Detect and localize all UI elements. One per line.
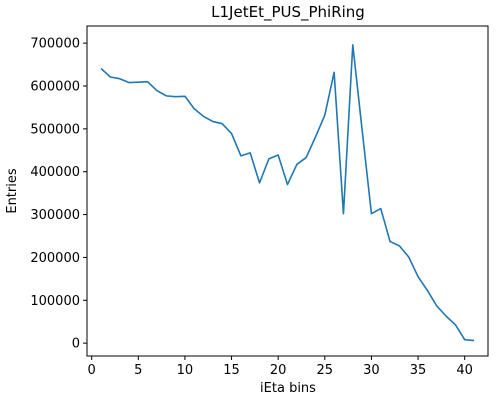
data-points	[99, 43, 475, 342]
data-point	[407, 256, 410, 259]
data-point	[370, 212, 373, 215]
plot-area	[86, 25, 489, 357]
data-point	[267, 157, 270, 160]
data-point	[249, 151, 252, 154]
data-point	[109, 76, 112, 79]
data-point	[342, 212, 345, 215]
x-axis: 0 5 10 15 20 25 30 35 40	[88, 356, 473, 378]
y-tick-label: 200000	[30, 251, 80, 266]
data-point	[230, 132, 233, 135]
data-point	[351, 43, 354, 46]
x-tick-label: 10	[177, 363, 194, 378]
data-point	[118, 77, 121, 80]
data-point	[211, 120, 214, 123]
data-point	[183, 95, 186, 98]
data-point	[193, 107, 196, 110]
y-tick-label: 100000	[30, 294, 80, 309]
data-point	[174, 95, 177, 98]
data-point	[389, 240, 392, 243]
data-point	[277, 154, 280, 157]
data-point	[398, 244, 401, 247]
data-point	[417, 275, 420, 278]
data-point	[314, 136, 317, 139]
data-point	[333, 71, 336, 74]
data-point	[323, 114, 326, 117]
y-tick-label: 300000	[30, 208, 80, 223]
data-point	[286, 183, 289, 186]
data-point	[435, 304, 438, 307]
y-tick-label: 600000	[30, 80, 80, 95]
y-axis: 0 100000 200000 300000 400000 500000 600000 700…	[30, 37, 87, 352]
data-point	[99, 67, 102, 70]
x-tick-label: 30	[363, 363, 380, 378]
x-tick-label: 20	[270, 363, 287, 378]
data-point	[137, 81, 140, 84]
x-tick-label: 25	[317, 363, 334, 378]
data-point	[155, 89, 158, 92]
data-point	[305, 156, 308, 159]
data-point	[426, 289, 429, 292]
x-axis-label: iEta bins	[260, 381, 316, 396]
data-point	[463, 338, 466, 341]
y-tick-label: 500000	[30, 122, 80, 137]
data-point	[258, 181, 261, 184]
data-point	[473, 339, 476, 342]
y-axis-label: Entries	[5, 168, 20, 214]
y-tick-label: 400000	[30, 165, 80, 180]
series-line	[100, 44, 475, 342]
data-point	[295, 163, 298, 166]
data-point	[165, 94, 168, 97]
data-point	[361, 128, 364, 131]
chart-title: L1JetEt_PUS_PhiRing	[211, 3, 365, 22]
data-point	[202, 115, 205, 118]
data-point	[445, 315, 448, 318]
x-tick-label: 0	[88, 363, 96, 378]
x-tick-label: 15	[223, 363, 240, 378]
y-tick-label: 700000	[30, 37, 80, 52]
x-tick-label: 35	[410, 363, 427, 378]
data-point	[239, 154, 242, 157]
data-point	[146, 80, 149, 83]
data-point	[221, 122, 224, 125]
x-tick-label: 40	[456, 363, 473, 378]
x-tick-label: 5	[134, 363, 142, 378]
data-point	[127, 81, 130, 84]
data-point	[379, 207, 382, 210]
y-tick-label: 0	[72, 337, 80, 352]
data-point	[454, 323, 457, 326]
